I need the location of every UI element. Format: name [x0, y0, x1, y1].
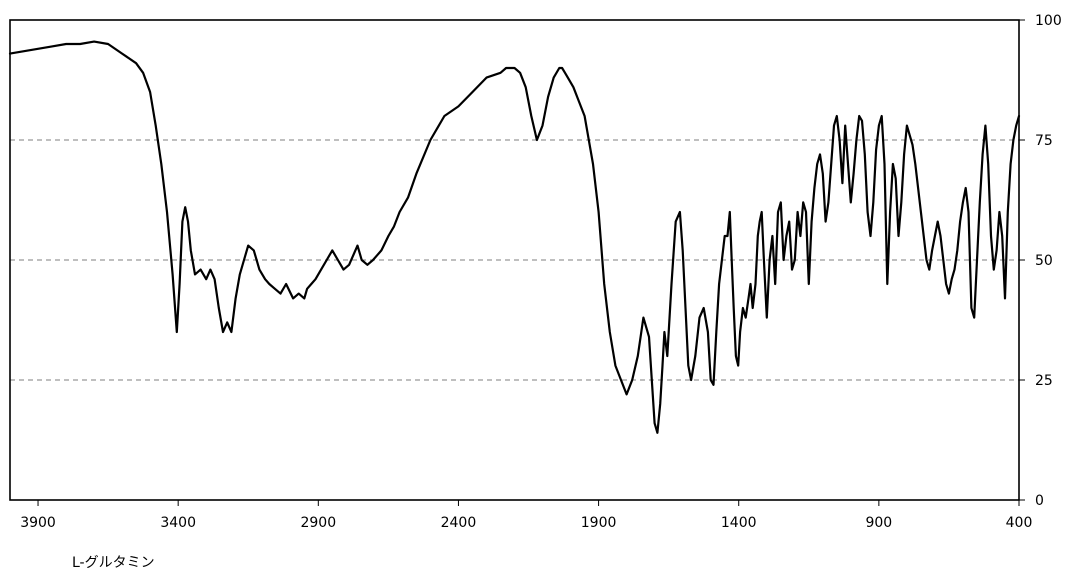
x-tick-label: 3900 — [20, 515, 56, 531]
x-tick-label: 2400 — [441, 515, 477, 531]
y-tick-label: 100 — [1035, 13, 1062, 29]
x-tick-label: 400 — [1006, 515, 1033, 531]
gridlines — [10, 139, 1019, 381]
compound-caption: L-グルタミン — [72, 555, 155, 571]
y-axis-ticks: 0 25 50 75 100 — [1019, 13, 1062, 509]
y-tick-label: 25 — [1035, 373, 1053, 389]
x-tick-label: 3400 — [160, 515, 196, 531]
y-tick-label: 50 — [1035, 253, 1053, 269]
y-tick-label: 0 — [1035, 493, 1044, 509]
x-tick-label: 900 — [865, 515, 892, 531]
x-tick-label: 1400 — [721, 515, 757, 531]
series-line — [8, 40, 1021, 434]
x-axis-ticks: 3900 3400 2900 2400 1900 1400 900 400 — [20, 500, 1032, 531]
y-tick-label: 75 — [1035, 133, 1053, 149]
x-tick-label: 2900 — [300, 515, 336, 531]
x-tick-label: 1900 — [581, 515, 617, 531]
